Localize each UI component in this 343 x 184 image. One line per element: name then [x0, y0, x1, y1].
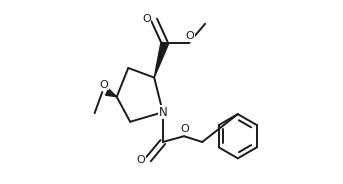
Text: O: O [185, 31, 194, 41]
Text: O: O [100, 80, 109, 90]
Polygon shape [154, 42, 168, 78]
Text: O: O [142, 14, 151, 24]
Text: O: O [137, 155, 145, 165]
Polygon shape [106, 89, 117, 97]
Text: N: N [158, 106, 167, 119]
Text: O: O [180, 125, 189, 135]
